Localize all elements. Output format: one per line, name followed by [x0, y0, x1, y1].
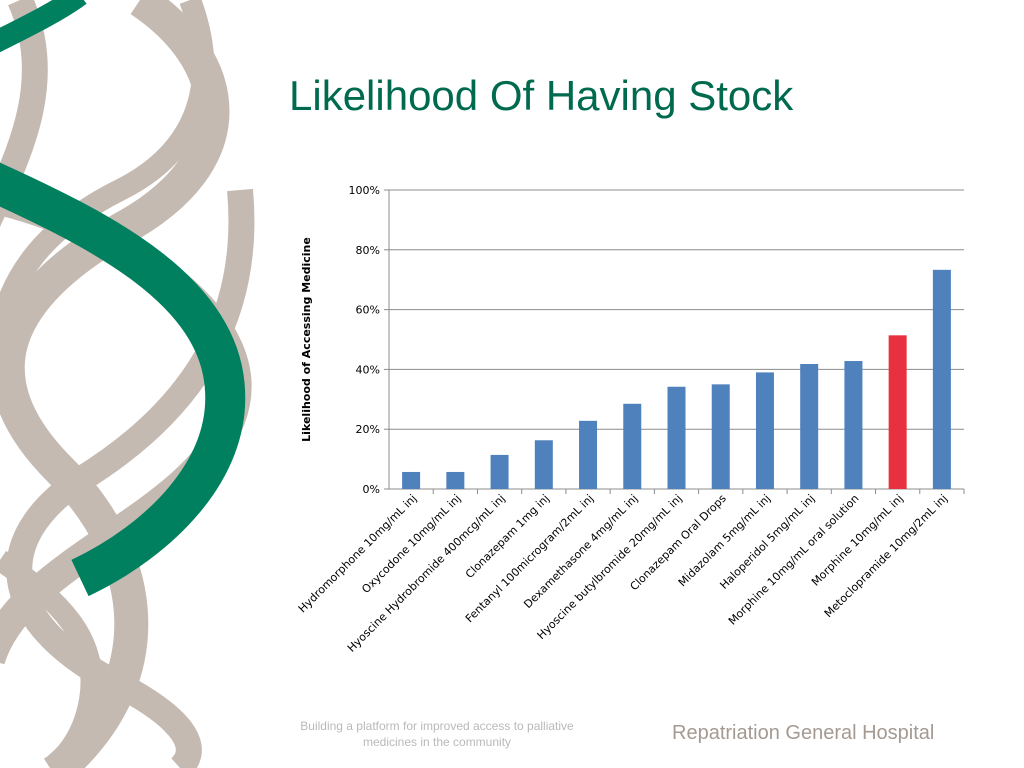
x-tick-label: Clonazepam 1mg inj — [463, 492, 552, 581]
grey-ribbon — [0, 550, 103, 768]
bar — [402, 471, 421, 489]
slide-title: Likelihood Of Having Stock — [289, 72, 794, 119]
bar — [490, 454, 509, 489]
green-ribbon — [0, 162, 246, 597]
bar — [755, 372, 774, 489]
footer-tagline: Building a platform for improved access … — [300, 719, 574, 749]
green-ribbon — [0, 0, 87, 53]
bar — [667, 386, 686, 489]
grey-ribbon — [0, 0, 230, 768]
bar — [932, 269, 951, 489]
bar — [844, 361, 863, 489]
bar — [711, 384, 730, 489]
y-axis-label: Likelihood of Accessing Medicine — [300, 237, 313, 442]
y-tick-label: 80% — [356, 244, 380, 257]
y-tick-label: 40% — [356, 363, 380, 376]
y-tick-label: 20% — [356, 423, 380, 436]
y-tick-label: 0% — [363, 483, 380, 496]
bar — [534, 440, 553, 489]
bar-chart: 0% 20% 40% 60% 80% 100% Likelihood of Accessin… — [296, 184, 965, 655]
y-tick-label: 100% — [349, 184, 380, 197]
y-tick-label: 60% — [356, 304, 380, 317]
bar — [623, 403, 642, 489]
x-tick-label: Hyoscine Hydrobromide 400mcg/mL inj — [345, 492, 508, 655]
grey-ribbon — [0, 0, 215, 333]
bar — [800, 364, 819, 489]
decorative-ribbon-graphic — [0, 0, 255, 768]
bar — [446, 471, 465, 489]
bar — [579, 420, 598, 489]
bar — [888, 335, 907, 489]
footer-hospital-name: Repatriation General Hospital — [672, 722, 935, 744]
